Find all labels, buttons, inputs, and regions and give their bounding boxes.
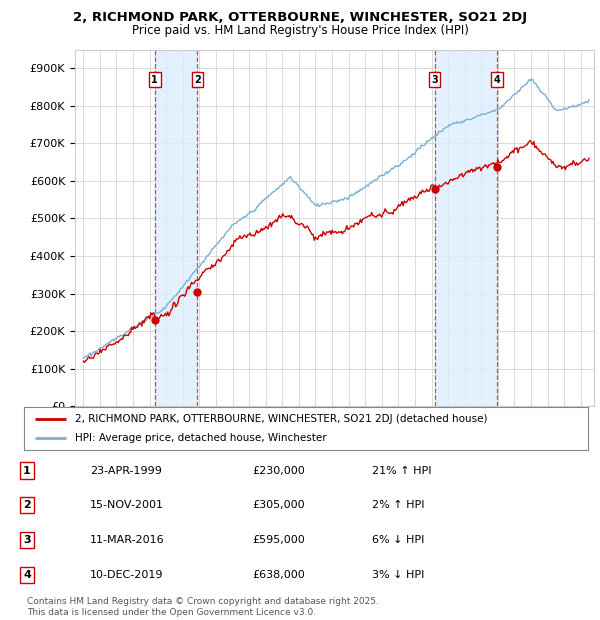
Text: 2, RICHMOND PARK, OTTERBOURNE, WINCHESTER, SO21 2DJ (detached house): 2, RICHMOND PARK, OTTERBOURNE, WINCHESTE… [75,414,487,423]
Text: 3: 3 [431,74,438,84]
Text: £595,000: £595,000 [252,535,305,545]
Text: 2% ↑ HPI: 2% ↑ HPI [372,500,425,510]
Bar [434,50,497,406]
Text: Price paid vs. HM Land Registry's House Price Index (HPI): Price paid vs. HM Land Registry's House … [131,24,469,37]
Text: £230,000: £230,000 [252,466,305,476]
Text: £305,000: £305,000 [252,500,305,510]
Text: Contains HM Land Registry data © Crown copyright and database right 2025.
This d: Contains HM Land Registry data © Crown c… [27,598,379,617]
Text: 21% ↑ HPI: 21% ↑ HPI [372,466,431,476]
Text: 3% ↓ HPI: 3% ↓ HPI [372,570,424,580]
Text: 23-APR-1999: 23-APR-1999 [90,466,162,476]
Text: 3: 3 [23,535,31,545]
Text: 10-DEC-2019: 10-DEC-2019 [90,570,163,580]
Text: 6% ↓ HPI: 6% ↓ HPI [372,535,424,545]
Text: 4: 4 [23,570,31,580]
Text: 2: 2 [23,500,31,510]
Text: 1: 1 [23,466,31,476]
Text: 15-NOV-2001: 15-NOV-2001 [90,500,164,510]
Bar [155,50,197,406]
Text: £638,000: £638,000 [252,570,305,580]
Text: HPI: Average price, detached house, Winchester: HPI: Average price, detached house, Winc… [75,433,326,443]
Text: 2, RICHMOND PARK, OTTERBOURNE, WINCHESTER, SO21 2DJ: 2, RICHMOND PARK, OTTERBOURNE, WINCHESTE… [73,11,527,24]
Text: 4: 4 [493,74,500,84]
Text: 11-MAR-2016: 11-MAR-2016 [90,535,164,545]
Text: 2: 2 [194,74,201,84]
Text: 1: 1 [151,74,158,84]
